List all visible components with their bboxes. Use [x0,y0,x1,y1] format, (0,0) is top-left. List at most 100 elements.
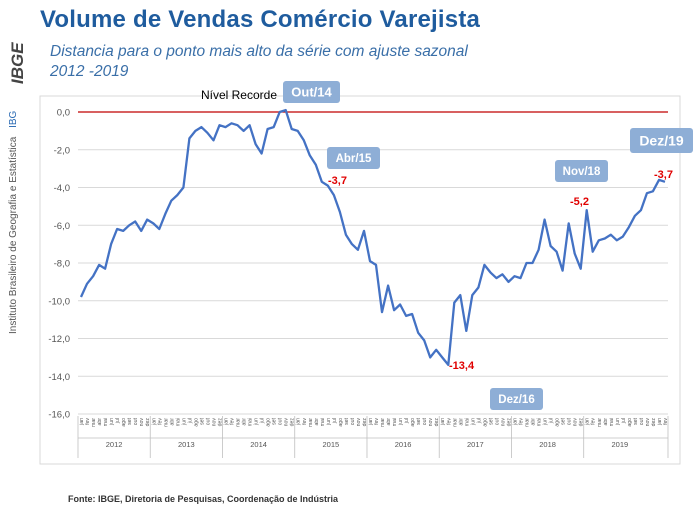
value-label: -5,2 [570,196,589,208]
x-month-tick-label: jul [332,418,338,424]
x-month-tick-label: fev [663,418,669,425]
x-month-tick-label: out [567,417,573,425]
x-month-tick-label: set [416,417,422,424]
x-month-tick-label: dez [217,418,223,427]
x-month-tick-label: jun [109,418,115,426]
x-month-tick-label: out [422,417,428,425]
x-month-tick-label: jun [254,418,260,426]
plot-frame [39,95,681,465]
x-month-tick-label: jul [549,418,555,424]
x-month-tick-label: nov [500,418,506,427]
y-tick-label: -8,0 [54,259,70,270]
x-month-tick-label: fev [446,418,452,425]
x-month-tick-label: nov [645,418,651,427]
x-year-label: 2013 [178,440,195,449]
x-month-tick-label: ago [193,418,199,427]
y-tick-label: -12,0 [48,334,70,345]
x-month-tick-label: set [344,417,350,424]
x-month-tick-label: jun [326,418,332,426]
svg-text:Instituto Brasileiro de Geogra: Instituto Brasileiro de Geografia e Esta… [8,110,19,334]
x-year-label: 2016 [395,440,412,449]
value-label: -3,7 [328,175,347,187]
record-level-label: Nível Recorde [201,88,277,102]
x-month-tick-label: ago [338,418,344,427]
x-month-tick-label: out [350,417,356,425]
x-month-tick-label: jan [440,418,446,426]
x-month-tick-label: mar [525,418,531,427]
x-month-tick-label: mai [609,418,615,426]
x-year-label: 2017 [467,440,484,449]
x-month-tick-label: mai [320,418,326,426]
x-month-tick-label: jul [404,418,410,424]
callout-label: Dez/19 [639,133,684,149]
x-month-tick-label: mar [91,418,97,427]
x-month-tick-label: out [205,417,211,425]
x-month-tick-label: ago [482,418,488,427]
x-month-tick-label: out [133,417,139,425]
x-month-tick-label: ago [410,418,416,427]
source-note: Fonte: IBGE, Diretoria de Pesquisas, Coo… [68,494,339,504]
x-month-tick-label: mai [392,418,398,426]
x-month-tick-label: nov [428,418,434,427]
x-month-tick-label: set [488,417,494,424]
x-month-tick-label: jul [187,418,193,424]
callout-box [283,81,340,103]
x-month-tick-label: jan [657,418,663,426]
x-month-tick-label: dez [651,418,657,427]
sidebar-ibge-abbrev: IBGE [8,110,19,128]
x-month-tick-label: dez [362,418,368,427]
x-month-tick-label: nov [139,418,145,427]
x-month-tick-label: jan [79,418,85,426]
x-month-tick-label: abr [169,418,175,426]
callout-box [630,128,693,153]
x-month-tick-label: jan [512,418,518,426]
x-month-tick-label: nov [284,418,290,427]
y-tick-label: 0,0 [57,108,70,119]
x-month-tick-label: jan [585,418,591,426]
callout-label: Dez/16 [498,394,534,406]
x-month-tick-label: abr [386,418,392,426]
x-month-tick-label: out [639,417,645,425]
y-tick-label: -10,0 [48,296,70,307]
x-month-tick-label: jun [181,418,187,426]
x-month-tick-label: out [278,417,284,425]
x-year-label: 2019 [611,440,628,449]
x-month-tick-label: nov [356,418,362,427]
sidebar-institute-name: Instituto Brasileiro de Geografia e Esta… [8,136,19,334]
x-month-tick-label: jan [296,418,302,426]
callout-box [327,147,380,169]
x-month-tick-label: jul [621,418,627,424]
x-month-tick-label: ago [555,418,561,427]
subtitle-line-2: 2012 -2019 [50,63,129,80]
x-month-tick-label: jul [476,418,482,424]
x-month-tick-label: dez [506,418,512,427]
x-month-tick-label: nov [211,418,217,427]
x-month-tick-label: mai [248,418,254,426]
y-tick-label: -4,0 [54,183,70,194]
x-month-tick-label: abr [458,418,464,426]
x-month-tick-label: ago [266,418,272,427]
x-month-tick-label: fev [157,418,163,425]
x-month-tick-label: jun [470,418,476,426]
institute-sidebar: Instituto Brasileiro de Geografia e Esta… [8,110,19,334]
callout-label: Abr/15 [336,153,372,165]
x-year-label: 2018 [539,440,556,449]
page-title: Volume de Vendas Comércio Varejista [40,6,481,33]
x-month-tick-label: mai [464,418,470,426]
x-month-tick-label: ago [627,418,633,427]
x-month-tick-label: jul [260,418,266,424]
x-month-tick-label: dez [145,418,151,427]
x-month-tick-label: nov [573,418,579,427]
x-month-tick-label: fev [230,418,236,425]
logo-text: IBGE [8,42,27,84]
x-month-tick-label: fev [85,418,91,425]
x-month-tick-label: dez [579,418,585,427]
x-month-tick-label: abr [531,418,537,426]
x-month-tick-label: fev [591,418,597,425]
y-tick-label: -16,0 [48,410,70,421]
value-label: -13,4 [449,360,475,372]
x-month-tick-label: jan [224,418,230,426]
x-month-tick-label: mai [103,418,109,426]
x-month-tick-label: ago [121,418,127,427]
